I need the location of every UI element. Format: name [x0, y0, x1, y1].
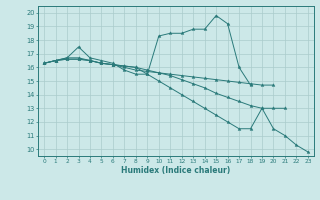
X-axis label: Humidex (Indice chaleur): Humidex (Indice chaleur): [121, 166, 231, 175]
